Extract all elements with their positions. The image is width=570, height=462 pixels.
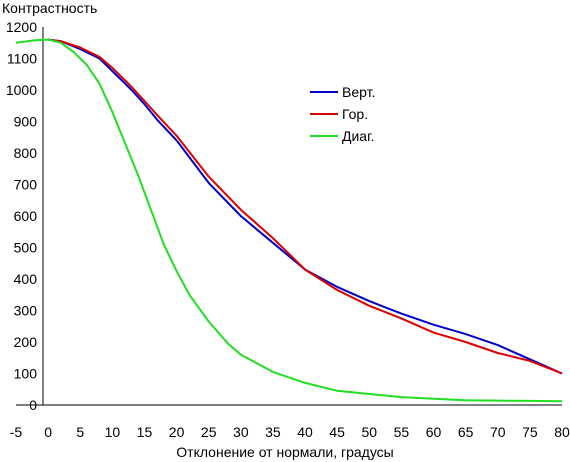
- x-axis-title: Отклонение от нормали, градусы: [176, 444, 393, 460]
- series-line-3: [15, 38, 563, 403]
- y-tick-label: 1000: [6, 82, 37, 98]
- y-tick-label: 700: [14, 177, 38, 193]
- series-line-2: [47, 38, 563, 375]
- plot-area: [16, 27, 562, 406]
- x-tick-label: 50: [362, 424, 378, 440]
- y-tick-label: 1100: [7, 51, 37, 67]
- x-tick-label: 60: [426, 424, 442, 440]
- y-tick-labels: 0 100 200 300 400 500 600 700 800 900 1000 1100 1200: [6, 19, 37, 413]
- x-tick-label: 30: [233, 424, 249, 440]
- y-tick-label: 0: [29, 397, 37, 413]
- x-tick-label: 20: [169, 424, 185, 440]
- x-tick-label: 65: [458, 424, 474, 440]
- y-tick-label: 800: [14, 145, 38, 161]
- y-tick-label: 400: [14, 271, 38, 287]
- series-line-1: [47, 38, 563, 375]
- series-lines: [15, 38, 563, 403]
- y-tick-label: 500: [14, 240, 38, 256]
- x-tick-label: 5: [76, 424, 84, 440]
- y-tick-label: 200: [14, 334, 38, 350]
- x-tick-label: 45: [329, 424, 345, 440]
- y-tick-label: 300: [14, 303, 38, 319]
- y-tick-label: 100: [14, 366, 38, 382]
- x-tick-label: 15: [137, 424, 153, 440]
- x-tick-label: 70: [490, 424, 506, 440]
- x-tick-label: 75: [522, 424, 538, 440]
- legend-label-1: Верт.: [342, 84, 375, 100]
- x-tick-label: 55: [394, 424, 410, 440]
- x-tick-label: 40: [297, 424, 313, 440]
- x-tick-label: 0: [44, 424, 52, 440]
- legend: Верт. Гор. Диаг.: [310, 84, 375, 144]
- legend-label-2: Гор.: [342, 106, 368, 122]
- x-tick-label: 10: [105, 424, 121, 440]
- x-tick-label: 35: [265, 424, 281, 440]
- y-tick-label: 600: [14, 208, 38, 224]
- x-tick-label: -5: [10, 424, 23, 440]
- x-tick-label: 25: [201, 424, 217, 440]
- legend-label-3: Диаг.: [342, 128, 374, 144]
- x-tick-label: 80: [554, 424, 570, 440]
- y-axis-title: Контрастность: [2, 0, 97, 16]
- x-tick-labels: -5 0 5 10 15 20 25 30 35 40 45 50 55 60 65 70 75 80: [10, 424, 570, 440]
- y-tick-label: 1200: [6, 19, 37, 35]
- y-tick-label: 900: [14, 114, 38, 130]
